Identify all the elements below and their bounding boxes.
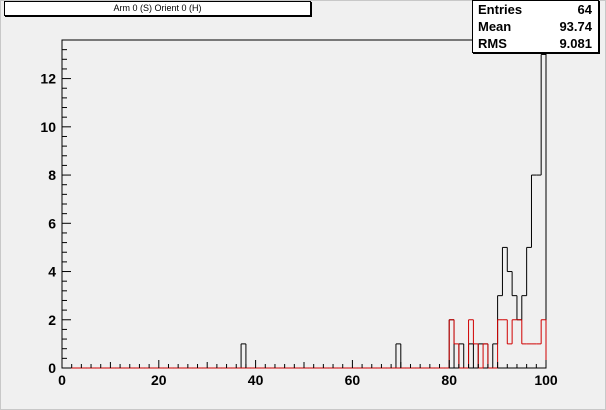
stats-rms-value: 9.081 [559, 36, 592, 51]
x-tick-label: 40 [248, 372, 264, 388]
y-tick-label: 2 [48, 312, 56, 328]
x-tick-label: 100 [534, 372, 558, 388]
y-tick-label: 12 [40, 71, 56, 87]
y-tick-label: 6 [48, 215, 56, 231]
plot-area [61, 39, 547, 369]
stats-row-mean: Mean 93.74 [473, 18, 598, 35]
x-tick-label: 0 [58, 372, 66, 388]
axis-layer: 0 20 40 60 80 100 0 2 4 6 8 10 12 [40, 39, 558, 388]
y-tick-label: 0 [48, 360, 56, 376]
series-1 [62, 319, 547, 369]
stats-rms-label: RMS [478, 36, 507, 51]
y-tick-label: 10 [40, 119, 56, 135]
stats-entries-value: 64 [577, 2, 592, 17]
x-tick-label: 20 [151, 372, 167, 388]
y-tick-label: 8 [48, 167, 56, 183]
x-tick-label: 60 [345, 372, 361, 388]
stats-row-rms: RMS 9.081 [473, 35, 598, 52]
stats-mean-label: Mean [478, 19, 512, 34]
y-tick-label: 4 [48, 264, 56, 280]
stats-mean-value: 93.74 [559, 19, 592, 34]
stats-box: Entries 64 Mean 93.74 RMS 9.081 [472, 0, 599, 53]
stats-row-entries: Entries 64 [473, 1, 598, 18]
x-tick-label: 80 [441, 372, 457, 388]
series-layer [62, 53, 547, 369]
stats-entries-label: Entries [478, 2, 523, 17]
histogram-title: Arm 0 (S) Orient 0 (H) [4, 1, 311, 16]
